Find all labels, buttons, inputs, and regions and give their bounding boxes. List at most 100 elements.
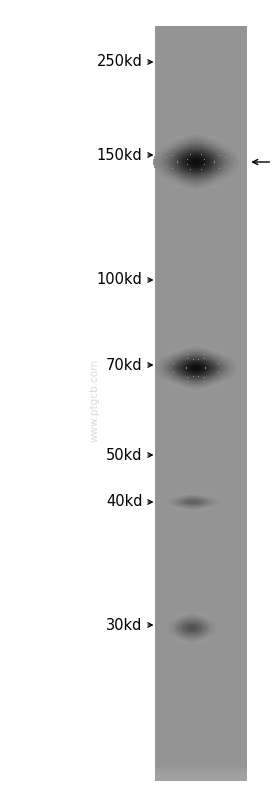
Bar: [155, 728, 247, 773]
Bar: [155, 155, 247, 767]
Bar: [155, 544, 247, 771]
Bar: [155, 262, 247, 768]
Bar: [155, 690, 247, 773]
Bar: [155, 628, 247, 772]
Text: 100kd: 100kd: [97, 272, 143, 288]
Bar: [155, 453, 247, 770]
Bar: [155, 56, 247, 766]
Bar: [155, 606, 247, 772]
Bar: [155, 193, 247, 768]
Bar: [155, 537, 247, 771]
Bar: [155, 117, 247, 767]
Bar: [155, 331, 247, 769]
Bar: [155, 49, 247, 766]
Bar: [155, 224, 247, 768]
Bar: [155, 102, 247, 766]
Text: 40kd: 40kd: [106, 495, 143, 510]
Bar: [155, 79, 247, 766]
Bar: [155, 475, 247, 770]
Bar: [155, 666, 247, 772]
Bar: [155, 292, 247, 769]
Bar: [155, 514, 247, 771]
Bar: [155, 186, 247, 767]
Bar: [155, 713, 247, 773]
Bar: [155, 346, 247, 769]
Text: 50kd: 50kd: [106, 447, 143, 463]
Bar: [155, 621, 247, 772]
Bar: [155, 758, 247, 773]
Bar: [155, 277, 247, 769]
Bar: [155, 247, 247, 768]
Bar: [155, 26, 247, 765]
Bar: [155, 483, 247, 770]
Bar: [155, 575, 247, 771]
Bar: [155, 750, 247, 773]
Bar: [155, 316, 247, 769]
Bar: [155, 64, 247, 766]
Bar: [155, 308, 247, 769]
Bar: [155, 773, 247, 781]
Bar: [155, 529, 247, 771]
Bar: [155, 430, 247, 770]
Bar: [155, 109, 247, 767]
Bar: [155, 674, 247, 773]
Bar: [155, 209, 247, 768]
Bar: [155, 71, 247, 766]
Bar: [155, 354, 247, 769]
Bar: [155, 324, 247, 769]
Bar: [155, 552, 247, 771]
Bar: [155, 735, 247, 773]
Bar: [155, 697, 247, 773]
Bar: [155, 491, 247, 770]
Bar: [155, 522, 247, 771]
Bar: [155, 651, 247, 772]
Bar: [155, 415, 247, 769]
Bar: [155, 720, 247, 773]
Bar: [155, 171, 247, 767]
Bar: [155, 300, 247, 769]
Bar: [155, 590, 247, 772]
Bar: [155, 507, 247, 770]
Bar: [155, 613, 247, 772]
Text: 70kd: 70kd: [106, 357, 143, 372]
Bar: [155, 270, 247, 769]
Bar: [155, 232, 247, 768]
Bar: [155, 407, 247, 769]
Bar: [155, 94, 247, 766]
Bar: [155, 582, 247, 771]
Bar: [155, 201, 247, 768]
Bar: [155, 140, 247, 767]
Bar: [155, 125, 247, 767]
Bar: [155, 567, 247, 771]
Text: www.ptgcb.com: www.ptgcb.com: [90, 359, 100, 442]
Bar: [155, 636, 247, 772]
Bar: [155, 560, 247, 771]
Bar: [155, 598, 247, 772]
Bar: [155, 148, 247, 767]
Bar: [155, 285, 247, 769]
Bar: [155, 376, 247, 769]
Bar: [155, 438, 247, 770]
Bar: [155, 743, 247, 773]
Bar: [155, 239, 247, 768]
Bar: [155, 423, 247, 769]
Bar: [155, 392, 247, 769]
Bar: [155, 163, 247, 767]
Bar: [155, 339, 247, 769]
Bar: [155, 217, 247, 768]
Text: 250kd: 250kd: [97, 54, 143, 70]
Bar: [155, 765, 247, 773]
Bar: [155, 682, 247, 773]
Bar: [155, 361, 247, 769]
Bar: [155, 178, 247, 767]
Bar: [155, 499, 247, 770]
Bar: [155, 445, 247, 770]
Bar: [155, 255, 247, 768]
Bar: [155, 133, 247, 767]
Text: 30kd: 30kd: [106, 618, 143, 633]
Bar: [155, 41, 247, 766]
Bar: [155, 705, 247, 773]
Bar: [155, 384, 247, 769]
Bar: [155, 659, 247, 772]
Bar: [155, 86, 247, 766]
